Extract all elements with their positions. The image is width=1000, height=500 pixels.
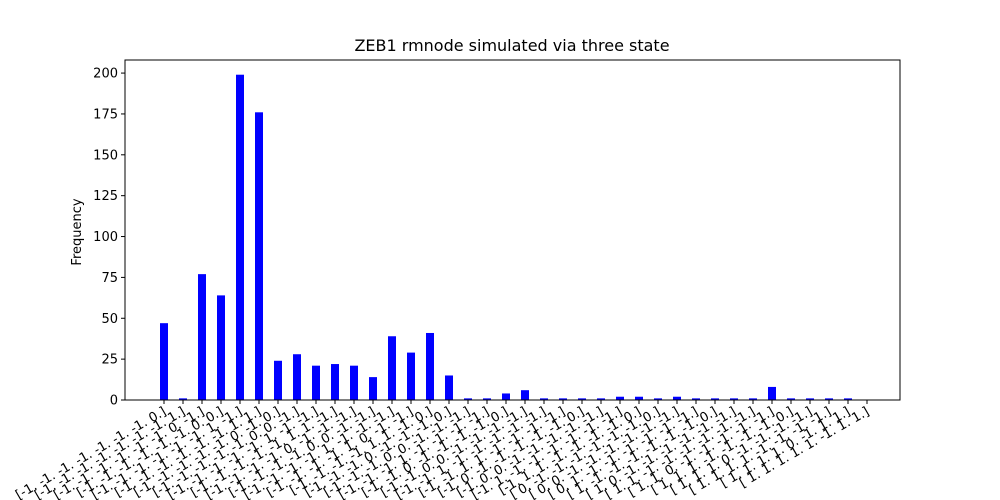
bar bbox=[749, 398, 757, 400]
bar bbox=[179, 398, 187, 400]
bar bbox=[255, 112, 263, 401]
y-tick-label: 25 bbox=[101, 353, 118, 368]
bar bbox=[825, 398, 833, 400]
bar bbox=[502, 393, 510, 400]
bar bbox=[426, 332, 434, 400]
bar bbox=[369, 377, 377, 400]
y-tick-label: 100 bbox=[93, 230, 118, 245]
bar bbox=[787, 398, 795, 400]
bar bbox=[464, 398, 472, 400]
bar bbox=[673, 396, 681, 400]
y-tick-label: 0 bbox=[110, 394, 118, 409]
bar bbox=[331, 364, 339, 400]
bar bbox=[198, 274, 206, 400]
bar bbox=[730, 398, 738, 400]
bar bbox=[445, 375, 453, 400]
bar bbox=[293, 354, 301, 400]
y-tick-label: 75 bbox=[101, 271, 118, 286]
chart-title: ZEB1 rmnode simulated via three state bbox=[354, 36, 669, 55]
y-tick-label: 200 bbox=[93, 67, 118, 82]
y-axis-label: Frequency bbox=[70, 198, 85, 265]
bar bbox=[274, 360, 282, 400]
bar bbox=[616, 396, 624, 400]
bar bbox=[350, 365, 358, 400]
bar bbox=[160, 323, 168, 400]
bar bbox=[388, 336, 396, 400]
bar bbox=[597, 398, 605, 400]
bar bbox=[407, 352, 415, 400]
bar bbox=[844, 398, 852, 400]
bar bbox=[578, 398, 586, 400]
x-axis: [-1. -1. -1. -1. -1. -1. -1. 0.][-1. -1.… bbox=[13, 400, 872, 500]
bar bbox=[806, 398, 814, 400]
bar bbox=[768, 386, 776, 400]
bar bbox=[521, 390, 529, 400]
bar bbox=[236, 74, 244, 400]
bar bbox=[692, 398, 700, 400]
plot-frame bbox=[124, 59, 901, 401]
bars-group bbox=[160, 74, 852, 401]
bar bbox=[217, 295, 225, 400]
bar bbox=[635, 396, 643, 400]
y-tick-label: 50 bbox=[101, 312, 118, 327]
y-tick-label: 125 bbox=[93, 189, 118, 204]
bar bbox=[711, 398, 719, 400]
bar bbox=[483, 398, 491, 400]
y-tick-label: 175 bbox=[93, 107, 118, 122]
y-tick-label: 150 bbox=[93, 148, 118, 163]
bar bbox=[540, 398, 548, 400]
bar bbox=[559, 398, 567, 400]
bar bbox=[312, 365, 320, 400]
y-axis: 0 25 50 75 100 125 150 175 200 bbox=[93, 67, 125, 409]
bar bbox=[654, 398, 662, 400]
